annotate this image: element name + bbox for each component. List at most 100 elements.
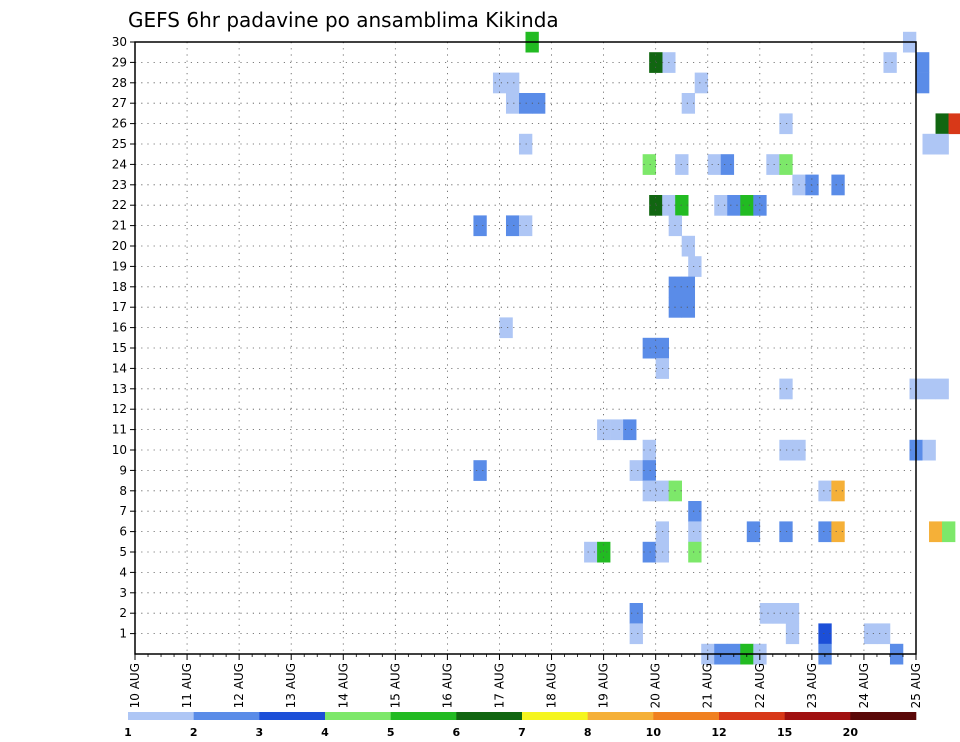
y-tick-label: 2 [119, 606, 127, 620]
heatmap-cell [916, 72, 930, 94]
heatmap-cell [707, 154, 722, 175]
heatmap-cell [922, 378, 936, 400]
y-tick-label: 9 [119, 463, 127, 477]
x-tick-label: 16 AUG [440, 663, 454, 708]
y-tick-label: 3 [119, 586, 127, 600]
x-tick-label: 13 AUG [284, 663, 298, 708]
heatmap-cell [499, 317, 513, 339]
y-tick-label: 28 [112, 76, 127, 90]
heatmap-cell [883, 52, 897, 73]
heatmap-cell [922, 439, 936, 461]
colorbar-swatch [522, 712, 588, 720]
heatmap-cell [610, 419, 624, 441]
heatmap-cell [681, 276, 696, 298]
heatmap-cell [714, 195, 728, 216]
x-tick-label: 18 AUG [545, 663, 559, 708]
heatmap-cell [779, 439, 793, 461]
y-tick-label: 30 [112, 35, 127, 49]
y-tick-label: 19 [112, 259, 127, 273]
heatmap-cell [597, 419, 611, 441]
heatmap-cell [740, 195, 754, 216]
heatmap-cell [642, 460, 656, 481]
heatmap-cell [942, 521, 956, 543]
y-tick-label: 16 [112, 321, 127, 335]
colorbar-label: 4 [321, 726, 329, 739]
heatmap-cell [642, 439, 656, 461]
x-tick-label: 23 AUG [805, 663, 819, 708]
heatmap-cell [505, 72, 520, 94]
x-tick-label: 20 AUG [649, 663, 663, 708]
y-tick-label: 5 [119, 545, 127, 559]
y-tick-label: 10 [112, 443, 127, 457]
x-tick-label: 14 AUG [336, 663, 350, 708]
heatmap-cell [779, 521, 793, 543]
colorbar-label: 1 [124, 726, 132, 739]
heatmap-cell [629, 460, 643, 481]
heatmap-cell [779, 113, 793, 135]
y-tick-label: 23 [112, 178, 127, 192]
y-tick-label: 12 [112, 402, 127, 416]
heatmap-cell [688, 256, 702, 277]
heatmap-cell [688, 541, 702, 563]
heatmap-cell [688, 521, 702, 543]
colorbar-label: 2 [190, 726, 198, 739]
colorbar-label: 12 [711, 726, 726, 739]
x-tick-label: 12 AUG [232, 663, 246, 708]
heatmap-cell [818, 521, 832, 543]
x-axis-ticks: 10 AUG 11 AUG 12 AUG 13 AUG 14 AUG 15 AUG 16 A… [128, 654, 923, 708]
heatmap-cell [818, 480, 832, 502]
x-tick-label: 19 AUG [597, 663, 611, 708]
heatmap-cell [727, 195, 741, 216]
colorbar-swatch [259, 712, 326, 720]
x-tick-label: 15 AUG [388, 663, 402, 708]
heatmap-cell [831, 521, 845, 543]
x-tick-label: 22 AUG [753, 663, 767, 708]
heatmap-cell [831, 174, 845, 196]
heatmap-cell [492, 72, 507, 94]
heatmap-cell [505, 215, 520, 237]
chart-title: GEFS 6hr padavine po ansamblima Kikinda [128, 8, 559, 32]
heatmap-cells [473, 31, 960, 665]
heatmap-cell [922, 133, 936, 155]
heatmap-cell [753, 195, 767, 216]
heatmap-cell [935, 378, 949, 400]
heatmap-cell [505, 93, 520, 114]
x-tick-label: 17 AUG [492, 663, 506, 708]
heatmap-cell [681, 297, 696, 318]
heatmap-cell [629, 603, 643, 624]
colorbar-label: 15 [777, 726, 792, 739]
y-tick-label: 26 [112, 117, 127, 131]
heatmap-cell [629, 623, 643, 645]
y-tick-label: 11 [112, 423, 127, 437]
heatmap-cell [473, 460, 487, 481]
colorbar-swatch [587, 712, 654, 720]
y-tick-label: 1 [119, 627, 127, 641]
heatmap-cell [863, 623, 878, 645]
heatmap-cell [935, 113, 949, 135]
x-tick-label: 11 AUG [180, 663, 194, 708]
heatmap-cell [584, 541, 598, 563]
heatmap-cell [675, 154, 689, 175]
colorbar-swatch [850, 712, 917, 720]
colorbar-swatch [390, 712, 457, 720]
heatmap-cell [642, 154, 656, 175]
colorbar-label: 20 [843, 726, 859, 739]
heatmap-cell [948, 113, 960, 135]
colorbar-label: 7 [518, 726, 526, 739]
heatmap-cell [623, 419, 637, 441]
heatmap-cell [642, 541, 656, 563]
heatmap-cell [642, 480, 656, 502]
y-tick-label: 21 [112, 219, 127, 233]
y-tick-label: 24 [112, 157, 127, 171]
heatmap-cell [935, 133, 949, 155]
heatmap-cell [929, 521, 943, 543]
y-tick-label: 18 [112, 280, 127, 294]
heatmap-cell [772, 603, 787, 624]
colorbar-swatch [128, 712, 194, 720]
colorbar-swatch [653, 712, 720, 720]
colorbar-label: 3 [256, 726, 264, 739]
y-tick-label: 14 [112, 361, 127, 375]
heatmap-cell [779, 378, 793, 400]
heatmap-cell [818, 623, 832, 645]
